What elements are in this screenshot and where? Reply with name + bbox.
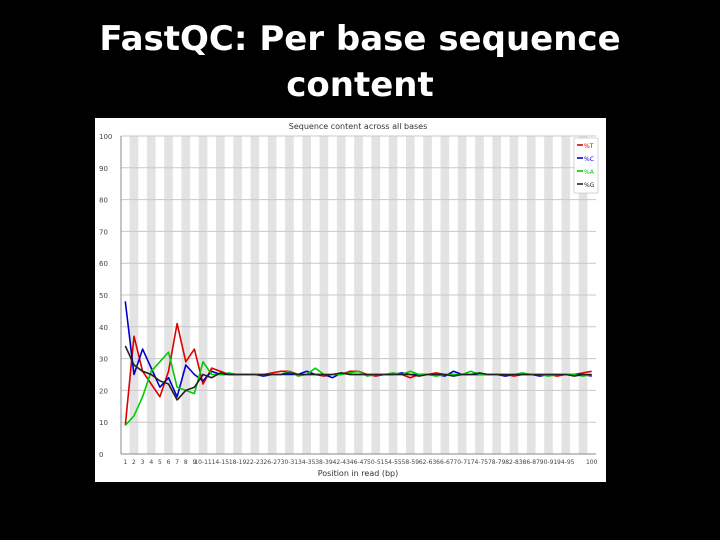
x-tick-label: 22-23 [246, 459, 264, 466]
x-tick-label: 34-35 [298, 459, 316, 466]
x-tick-label: 66-67 [436, 459, 454, 466]
x-tick-label: 58-59 [402, 459, 420, 466]
x-tick-label: 78-79 [488, 459, 506, 466]
y-tick-label: 20 [99, 387, 108, 395]
x-tick-label: 2 [132, 459, 136, 466]
x-tick-label: 54-55 [384, 459, 402, 466]
x-tick-label: 3 [141, 459, 145, 466]
x-tick-label: 30-31 [281, 459, 299, 466]
slide-title-line-1: FastQC: Per base sequence [99, 19, 621, 59]
y-axis-ticks: 0 10 20 30 40 50 60 70 80 90 100 [99, 133, 112, 459]
x-tick-label: 9 [192, 459, 196, 466]
y-tick-label: 50 [99, 292, 108, 300]
x-axis-ticks: 1 2 3 4 5 6 7 8 910-11 14-15 18-19 22-23 26-27 30-31 3… [123, 459, 597, 466]
x-tick-label: 50-51 [367, 459, 385, 466]
x-tick-label: 8 [184, 459, 188, 466]
y-tick-label: 80 [99, 197, 108, 205]
x-tick-label: 86-87 [523, 459, 541, 466]
chart-background [95, 118, 606, 482]
y-tick-label: 40 [99, 324, 108, 332]
x-tick-label: 18-19 [229, 459, 247, 466]
x-tick-label: 62-63 [419, 459, 437, 466]
chart-legend: %T %C %A %G [573, 137, 599, 194]
chart-series-lines [124, 301, 592, 426]
y-tick-label: 70 [99, 228, 108, 236]
x-tick-label: 90-91 [540, 459, 558, 466]
chart-title: Sequence content across all bases [289, 122, 428, 131]
x-tick-label: 42-43 [333, 459, 351, 466]
x-tick-label: 70-71 [453, 459, 471, 466]
x-axis-label: Position in read (bp) [318, 469, 398, 478]
y-tick-label: 10 [99, 419, 108, 427]
legend-label: %G [584, 182, 595, 189]
x-tick-label: 10-11 [194, 459, 212, 466]
x-tick-label: 1 [123, 459, 127, 466]
x-tick-label: 38-39 [315, 459, 333, 466]
x-tick-label: 100 [586, 459, 598, 466]
y-tick-label: 0 [99, 451, 103, 459]
chart-panel: 0 10 20 30 40 50 60 70 80 90 100 1 2 3 4 5 6 7 8 9 10-11 14-… [95, 118, 606, 482]
y-tick-label: 90 [99, 165, 108, 173]
x-tick-label: 26-27 [263, 459, 281, 466]
x-tick-label: 74-75 [471, 459, 489, 466]
x-tick-label: 46-47 [350, 459, 368, 466]
legend-label: %T [584, 143, 594, 150]
x-tick-label: 82-83 [505, 459, 523, 466]
x-tick-label: 94-95 [557, 459, 575, 466]
legend-label: %C [584, 156, 594, 163]
y-tick-label: 60 [99, 260, 108, 268]
slide-title-line-2: content [286, 65, 434, 105]
x-tick-label: 14-15 [212, 459, 230, 466]
slide-title: FastQC: Per base sequence content [0, 16, 720, 108]
series-line-g [124, 345, 592, 401]
sequence-content-chart: 0 10 20 30 40 50 60 70 80 90 100 1 2 3 4 5 6 7 8 910-11 14-… [95, 118, 606, 482]
x-tick-label: 5 [158, 459, 162, 466]
x-tick-label: 7 [175, 459, 179, 466]
x-tick-label: 4 [149, 459, 153, 466]
legend-label: %A [584, 169, 595, 176]
x-tick-label: 6 [167, 459, 171, 466]
y-tick-label: 30 [99, 356, 108, 364]
y-tick-label: 100 [99, 133, 112, 141]
